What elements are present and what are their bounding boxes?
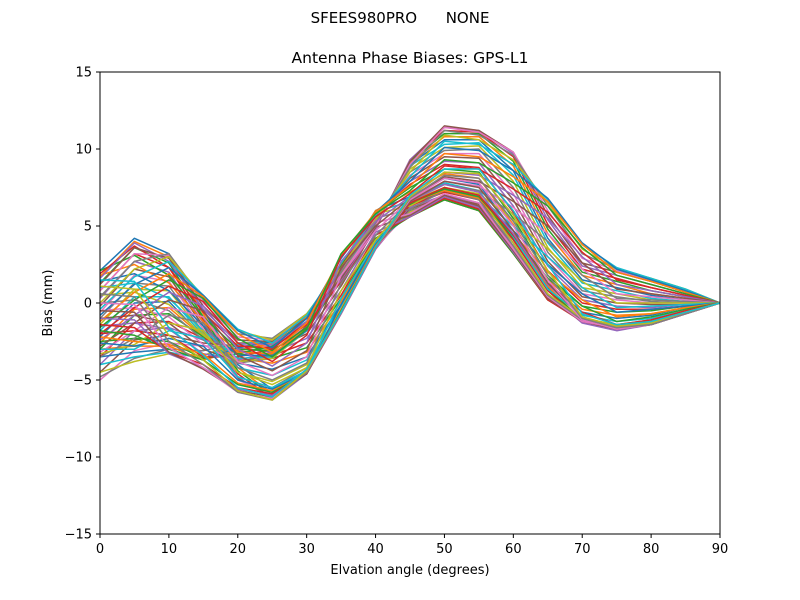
series-line (99, 165, 721, 363)
y-tick-label: −5 (73, 374, 92, 389)
series-line (99, 159, 721, 358)
series-line (99, 152, 720, 364)
x-tick-label: 30 (298, 542, 315, 557)
x-tick-label: 10 (161, 542, 178, 557)
y-tick-label: 0 (84, 297, 92, 312)
x-tick-label: 70 (574, 542, 591, 557)
series-line (99, 146, 721, 349)
x-tick-label: 80 (643, 542, 660, 557)
x-tick-label: 0 (96, 542, 104, 557)
x-tick-label: 90 (712, 542, 729, 557)
x-tick-label: 40 (367, 542, 384, 557)
y-tick-label: −15 (65, 528, 92, 543)
series-line (99, 171, 721, 401)
y-axis-label: Bias (mm) (41, 270, 56, 337)
series-line (99, 163, 721, 358)
y-tick-label: −10 (65, 451, 92, 466)
series-layer (99, 125, 721, 401)
y-tick-label: 15 (75, 66, 92, 81)
y-axis: −15 −10 −5 0 5 10 15 (65, 66, 100, 543)
chart-title: Antenna Phase Biases: GPS-L1 (292, 49, 529, 67)
series-line (99, 152, 721, 354)
figure-suptitle: SFEES980PRO NONE (310, 9, 490, 27)
series-line (99, 199, 721, 360)
series-line (99, 177, 721, 400)
x-tick-label: 60 (505, 542, 522, 557)
series-line (99, 174, 721, 401)
series-line (99, 126, 721, 341)
x-axis: 0 10 20 30 40 50 60 70 80 90 (96, 534, 728, 557)
x-tick-label: 50 (436, 542, 453, 557)
y-tick-label: 5 (84, 220, 92, 235)
y-tick-label: 10 (75, 143, 92, 158)
series-line (99, 168, 721, 398)
x-axis-label: Elvation angle (degrees) (330, 563, 489, 578)
x-tick-label: 20 (230, 542, 247, 557)
